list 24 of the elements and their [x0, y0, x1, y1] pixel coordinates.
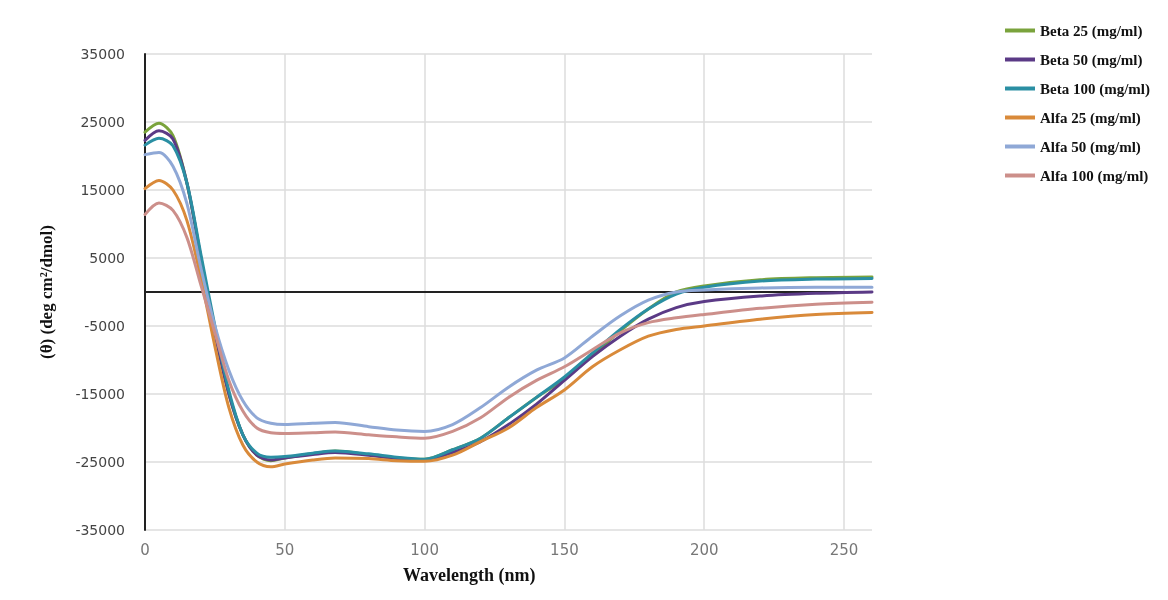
y-tick-label: 35000: [80, 46, 125, 62]
x-tick-label: 150: [550, 540, 579, 559]
y-axis-title: (θ) (deg cm²/dmol): [37, 225, 56, 359]
y-tick-label: 25000: [80, 114, 125, 130]
x-tick-label: 250: [829, 540, 859, 559]
legend-label: Alfa 100 (mg/ml): [1040, 167, 1149, 185]
legend-label: Alfa 25 (mg/ml): [1040, 109, 1141, 127]
x-tick-label: 100: [410, 540, 439, 559]
line-series: [143, 178, 874, 469]
legend-label: Beta 50 (mg/ml): [1040, 51, 1143, 69]
y-tick-label: -15000: [75, 386, 125, 402]
x-tick-label: 200: [689, 540, 719, 559]
legend-label: Beta 25 (mg/ml): [1040, 22, 1143, 40]
x-axis-title: Wavelength (nm): [403, 565, 536, 586]
legend-label: Beta 100 (mg/ml): [1040, 80, 1151, 98]
y-tick-label: 5000: [89, 250, 125, 266]
y-tick-label: -35000: [75, 522, 125, 538]
line-series: [143, 201, 874, 440]
x-tick-label: 0: [140, 540, 150, 559]
y-tick-label: -25000: [75, 454, 125, 470]
x-tick-label: 50: [275, 540, 295, 559]
y-tick-label: -5000: [84, 318, 125, 334]
y-tick-label: 15000: [80, 182, 125, 198]
legend-label: Alfa 50 (mg/ml): [1040, 138, 1141, 156]
